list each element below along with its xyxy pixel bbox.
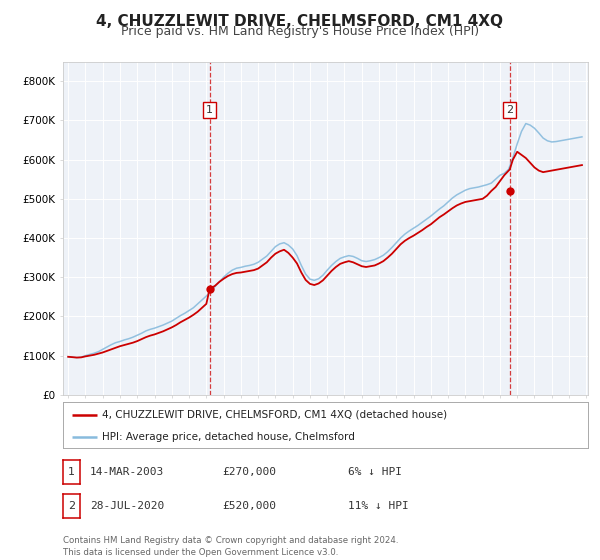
Text: 14-MAR-2003: 14-MAR-2003 xyxy=(90,467,164,477)
Text: Contains HM Land Registry data © Crown copyright and database right 2024.
This d: Contains HM Land Registry data © Crown c… xyxy=(63,536,398,557)
Text: Price paid vs. HM Land Registry's House Price Index (HPI): Price paid vs. HM Land Registry's House … xyxy=(121,25,479,38)
Text: £520,000: £520,000 xyxy=(222,501,276,511)
Text: 1: 1 xyxy=(206,105,213,115)
Text: 2: 2 xyxy=(506,105,514,115)
Text: 28-JUL-2020: 28-JUL-2020 xyxy=(90,501,164,511)
Text: 1: 1 xyxy=(68,468,75,477)
Text: 6% ↓ HPI: 6% ↓ HPI xyxy=(348,467,402,477)
Text: 11% ↓ HPI: 11% ↓ HPI xyxy=(348,501,409,511)
Text: 4, CHUZZLEWIT DRIVE, CHELMSFORD, CM1 4XQ (detached house): 4, CHUZZLEWIT DRIVE, CHELMSFORD, CM1 4XQ… xyxy=(103,410,448,420)
Text: HPI: Average price, detached house, Chelmsford: HPI: Average price, detached house, Chel… xyxy=(103,432,355,441)
Text: 4, CHUZZLEWIT DRIVE, CHELMSFORD, CM1 4XQ: 4, CHUZZLEWIT DRIVE, CHELMSFORD, CM1 4XQ xyxy=(97,14,503,29)
Text: 2: 2 xyxy=(68,501,75,511)
Text: £270,000: £270,000 xyxy=(222,467,276,477)
